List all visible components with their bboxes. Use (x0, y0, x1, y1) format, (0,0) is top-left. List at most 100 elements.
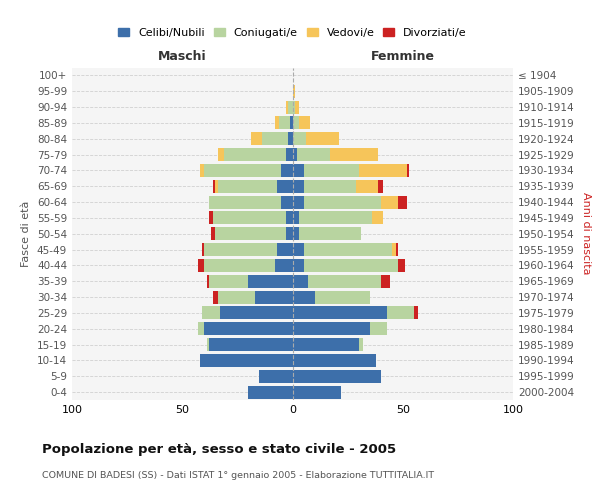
Bar (299, 228, 361, 240)
Bar (209, 212, 213, 224)
Bar (356, 180, 379, 192)
Y-axis label: Fasce di età: Fasce di età (22, 200, 31, 267)
Bar (381, 196, 398, 208)
Bar (286, 228, 293, 240)
Bar (304, 259, 398, 272)
Bar (215, 180, 218, 192)
Bar (299, 212, 372, 224)
Bar (259, 370, 293, 382)
Bar (204, 322, 293, 335)
Bar (209, 275, 248, 287)
Bar (224, 148, 286, 161)
Bar (398, 259, 405, 272)
Bar (293, 259, 304, 272)
Bar (279, 116, 290, 130)
Bar (197, 259, 204, 272)
Bar (379, 180, 383, 192)
Bar (286, 212, 293, 224)
Bar (213, 290, 218, 304)
Bar (293, 338, 359, 351)
Bar (213, 180, 215, 192)
Bar (281, 196, 293, 208)
Bar (293, 386, 341, 398)
Bar (407, 164, 409, 177)
Bar (293, 243, 304, 256)
Bar (299, 116, 310, 130)
Bar (218, 180, 277, 192)
Bar (211, 228, 215, 240)
Bar (293, 275, 308, 287)
Bar (392, 243, 396, 256)
Bar (293, 148, 297, 161)
Bar (209, 338, 293, 351)
Bar (248, 386, 293, 398)
Bar (209, 196, 281, 208)
Bar (286, 148, 293, 161)
Bar (297, 148, 330, 161)
Bar (255, 290, 293, 304)
Bar (213, 212, 286, 224)
Bar (290, 116, 293, 130)
Bar (293, 85, 295, 98)
Bar (200, 164, 204, 177)
Bar (293, 322, 370, 335)
Bar (388, 306, 414, 320)
Bar (293, 116, 299, 130)
Bar (218, 290, 255, 304)
Bar (295, 100, 299, 114)
Bar (396, 243, 398, 256)
Bar (304, 180, 356, 192)
Bar (218, 148, 224, 161)
Bar (286, 100, 288, 114)
Bar (304, 196, 381, 208)
Bar (293, 180, 304, 192)
Bar (293, 306, 388, 320)
Bar (200, 354, 293, 367)
Bar (251, 132, 262, 145)
Bar (281, 164, 293, 177)
Bar (304, 164, 359, 177)
Bar (293, 228, 299, 240)
Text: COMUNE DI BADESI (SS) - Dati ISTAT 1° gennaio 2005 - Elaborazione TUTTITALIA.IT: COMUNE DI BADESI (SS) - Dati ISTAT 1° ge… (42, 471, 434, 480)
Bar (372, 212, 383, 224)
Bar (330, 148, 379, 161)
Text: Femmine: Femmine (371, 50, 435, 63)
Bar (197, 322, 204, 335)
Bar (248, 275, 293, 287)
Bar (288, 132, 293, 145)
Bar (202, 306, 220, 320)
Bar (293, 370, 381, 382)
Bar (359, 338, 363, 351)
Bar (304, 243, 392, 256)
Text: Popolazione per età, sesso e stato civile - 2005: Popolazione per età, sesso e stato civil… (42, 442, 396, 456)
Bar (293, 212, 299, 224)
Bar (202, 243, 204, 256)
Bar (293, 196, 304, 208)
Bar (206, 275, 209, 287)
Bar (398, 196, 407, 208)
Bar (359, 164, 407, 177)
Bar (275, 259, 293, 272)
Bar (288, 100, 293, 114)
Bar (204, 243, 277, 256)
Bar (262, 132, 288, 145)
Y-axis label: Anni di nascita: Anni di nascita (581, 192, 591, 275)
Bar (275, 116, 279, 130)
Bar (414, 306, 418, 320)
Bar (370, 322, 388, 335)
Bar (293, 354, 376, 367)
Bar (206, 338, 209, 351)
Bar (277, 243, 293, 256)
Bar (220, 306, 293, 320)
Bar (381, 275, 389, 287)
Bar (293, 100, 295, 114)
Text: Maschi: Maschi (158, 50, 206, 63)
Bar (204, 259, 275, 272)
Bar (308, 275, 381, 287)
Bar (293, 132, 306, 145)
Bar (306, 132, 339, 145)
Bar (293, 290, 314, 304)
Bar (277, 180, 293, 192)
Bar (204, 164, 281, 177)
Bar (314, 290, 370, 304)
